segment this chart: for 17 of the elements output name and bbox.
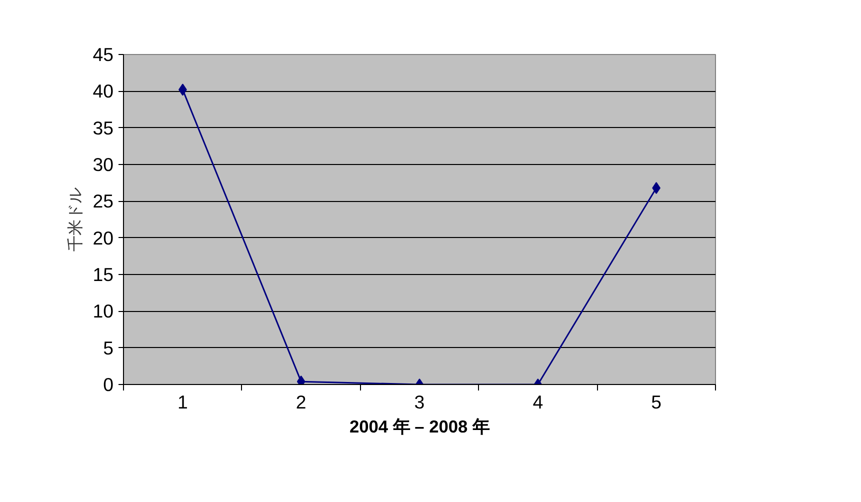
x-tick-label: 3 [414, 392, 425, 412]
y-tick-label: 20 [92, 227, 114, 248]
y-tick-label: 0 [103, 374, 114, 395]
y-tick-label: 15 [92, 264, 114, 285]
y-axis-title: 千米ドル [66, 188, 85, 252]
x-tick-label: 4 [532, 392, 544, 412]
x-axis-title: 2004 年 – 2008 年 [350, 416, 490, 436]
y-tick-label: 25 [92, 190, 114, 212]
x-tick-label: 2 [296, 392, 306, 412]
x-tick-label: 1 [178, 392, 188, 412]
y-tick-label: 5 [103, 337, 114, 358]
x-tick-label: 5 [651, 392, 662, 412]
y-tick-label: 35 [92, 117, 114, 138]
y-tick-label: 45 [92, 44, 114, 65]
y-tick-label: 30 [92, 154, 114, 175]
y-tick-label: 10 [92, 300, 114, 322]
y-tick-label: 40 [92, 80, 114, 102]
